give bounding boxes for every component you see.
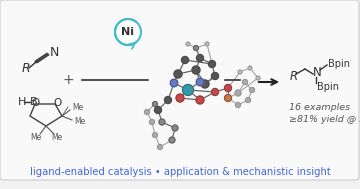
Circle shape (212, 88, 219, 95)
Circle shape (186, 42, 190, 46)
Text: R: R (22, 61, 31, 74)
Text: N: N (313, 67, 322, 80)
Circle shape (170, 79, 178, 87)
Circle shape (172, 125, 178, 131)
Text: H: H (18, 97, 26, 107)
Circle shape (196, 78, 204, 86)
Circle shape (144, 109, 149, 115)
Circle shape (238, 70, 242, 74)
Text: Me: Me (74, 118, 85, 126)
Circle shape (256, 76, 260, 80)
Circle shape (205, 42, 209, 46)
Circle shape (225, 94, 231, 101)
Circle shape (158, 145, 162, 149)
Text: Me: Me (51, 133, 63, 143)
Circle shape (246, 98, 251, 102)
Circle shape (149, 119, 154, 125)
Circle shape (248, 66, 252, 70)
Text: B: B (30, 97, 38, 107)
Circle shape (243, 80, 248, 84)
Circle shape (169, 137, 175, 143)
Circle shape (154, 106, 162, 114)
Circle shape (194, 46, 198, 50)
Text: N: N (50, 46, 59, 59)
Circle shape (208, 60, 216, 67)
Circle shape (181, 57, 189, 64)
Circle shape (235, 90, 241, 96)
Text: 16 examples: 16 examples (289, 104, 350, 112)
Circle shape (153, 132, 158, 138)
Circle shape (176, 94, 184, 102)
Circle shape (201, 80, 209, 88)
Text: R: R (290, 70, 298, 83)
Circle shape (153, 101, 158, 106)
Circle shape (165, 97, 171, 104)
Circle shape (183, 84, 194, 95)
Circle shape (212, 73, 219, 80)
Text: ligand-enabled catalysis • application & mechanistic insight: ligand-enabled catalysis • application &… (30, 167, 330, 177)
Text: Me: Me (30, 133, 42, 143)
Text: Bpin: Bpin (317, 82, 339, 92)
Text: Bpin: Bpin (328, 59, 350, 69)
Circle shape (192, 66, 200, 74)
Text: Ni: Ni (122, 27, 135, 37)
Text: +: + (62, 73, 74, 87)
Text: O: O (53, 98, 61, 108)
Circle shape (197, 54, 203, 61)
Circle shape (225, 84, 231, 91)
Circle shape (115, 19, 141, 45)
Text: ≥81% yield @ rt: ≥81% yield @ rt (289, 115, 360, 123)
Text: O: O (31, 98, 39, 108)
Circle shape (249, 88, 255, 92)
Circle shape (174, 70, 182, 78)
Text: Me: Me (72, 102, 83, 112)
Circle shape (196, 96, 204, 104)
FancyBboxPatch shape (0, 0, 359, 180)
Circle shape (159, 119, 165, 125)
Circle shape (235, 102, 240, 108)
